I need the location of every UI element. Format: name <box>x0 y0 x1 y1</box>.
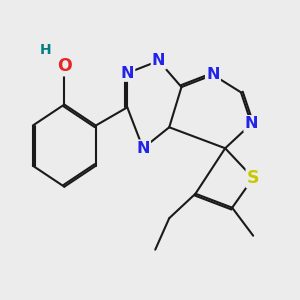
Text: N: N <box>136 141 150 156</box>
Text: N: N <box>245 116 258 131</box>
Text: H: H <box>39 43 51 57</box>
Text: N: N <box>206 67 220 82</box>
Text: N: N <box>121 66 134 81</box>
Text: O: O <box>57 57 72 75</box>
Text: S: S <box>247 169 260 187</box>
Text: N: N <box>152 53 166 68</box>
